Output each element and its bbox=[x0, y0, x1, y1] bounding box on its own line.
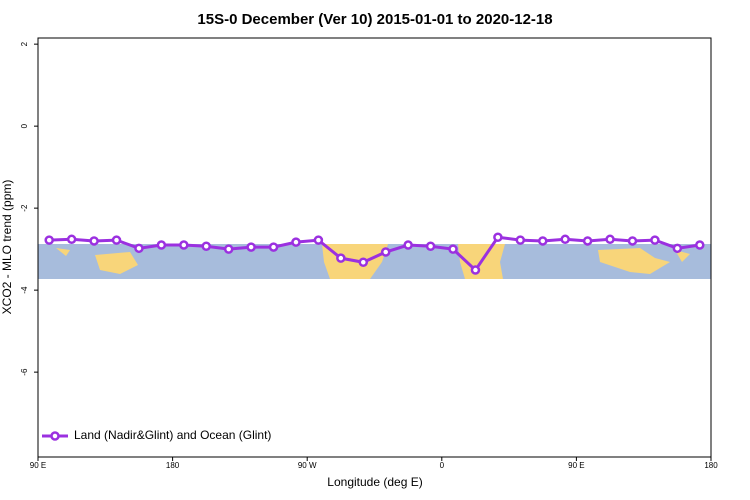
data-point bbox=[268, 242, 279, 252]
x-tick-label: 90 E bbox=[30, 461, 46, 470]
legend-marker bbox=[50, 431, 60, 441]
data-point bbox=[111, 235, 122, 245]
x-axis-label: Longitude (deg E) bbox=[327, 475, 422, 489]
data-point bbox=[246, 242, 256, 252]
data-point bbox=[44, 235, 54, 245]
x-tick-label: 0 bbox=[440, 461, 445, 470]
x-tick-label: 180 bbox=[166, 461, 180, 470]
data-point bbox=[403, 240, 413, 250]
y-tick-label: -4 bbox=[20, 286, 29, 294]
data-point bbox=[358, 257, 369, 268]
data-point bbox=[313, 235, 324, 245]
data-point bbox=[448, 244, 458, 254]
data-point bbox=[179, 240, 189, 250]
data-point bbox=[627, 236, 638, 246]
chart-title: 15S-0 December (Ver 10) 2015-01-01 to 20… bbox=[197, 11, 552, 28]
data-point bbox=[538, 236, 548, 246]
data-point bbox=[336, 253, 346, 263]
data-point bbox=[470, 265, 481, 275]
data-point bbox=[223, 244, 234, 254]
data-point bbox=[156, 240, 167, 250]
data-point bbox=[650, 235, 660, 245]
data-point bbox=[493, 232, 503, 243]
data-point bbox=[605, 234, 615, 245]
y-tick-label: -2 bbox=[20, 204, 29, 212]
y-tick-label: 2 bbox=[20, 41, 29, 46]
data-point bbox=[672, 243, 683, 254]
map-background bbox=[38, 244, 711, 279]
legend-label: Land (Nadir&Glint) and Ocean (Glint) bbox=[74, 428, 271, 442]
data-point bbox=[560, 234, 570, 245]
y-axis-label: XCO2 - MLO trend (ppm) bbox=[0, 180, 14, 315]
x-tick-label: 90 E bbox=[568, 461, 584, 470]
data-point bbox=[66, 234, 77, 245]
data-point bbox=[134, 243, 144, 254]
data-point bbox=[695, 240, 705, 250]
y-tick-label: -6 bbox=[20, 368, 29, 376]
data-point bbox=[515, 235, 526, 245]
data-point bbox=[201, 241, 211, 252]
plot-frame bbox=[37, 37, 712, 458]
data-point bbox=[380, 247, 391, 257]
data-point bbox=[425, 241, 436, 252]
data-point bbox=[89, 236, 99, 246]
data-point bbox=[291, 237, 301, 247]
x-tick-label: 90 W bbox=[298, 461, 317, 470]
data-point bbox=[582, 236, 593, 246]
x-tick-label: 180 bbox=[704, 461, 718, 470]
y-tick-label: 0 bbox=[20, 123, 29, 128]
